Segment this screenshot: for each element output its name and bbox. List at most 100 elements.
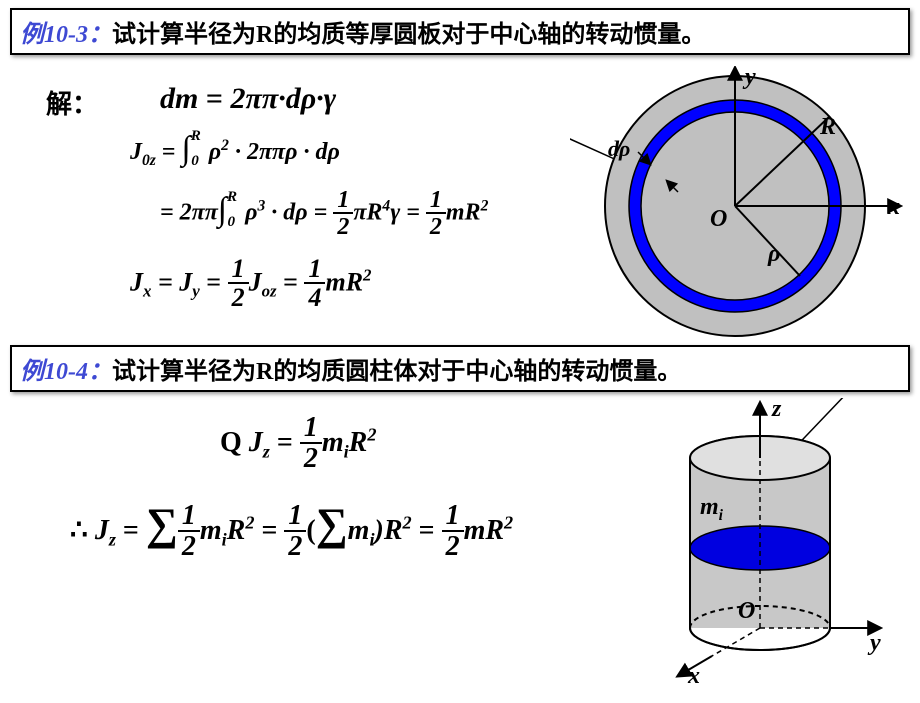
num: 1 [442,502,464,532]
mi-label: mi [700,494,723,525]
num: 1 [284,502,306,532]
int-lo: 0 [191,153,199,170]
eq6-j: J [95,515,109,546]
cylinder-diagram: z y x O mi [630,398,910,698]
eq5-eq: = [270,427,300,458]
frac-half: 12 [284,502,306,563]
int-hi: R [191,128,201,145]
eq3-mR: mR [446,200,481,226]
y-axis-label: y [870,630,881,657]
num: 1 [426,188,446,214]
drho-label: dρ [608,136,630,162]
eq4-sup2: 2 [363,266,371,285]
sum-icon: ∑ [316,499,348,549]
eq5-because: Q [220,427,249,458]
ex-text: 试计算半径为R的均质圆柱体对于中心轴的转动惯量。 [112,359,681,385]
den: 2 [178,532,200,563]
ex-text: 试计算半径为R的均质等厚圆板对于中心轴的转动惯量。 [112,22,705,48]
eq5-R: R [349,427,368,458]
den: 4 [304,284,325,313]
eq4-jx: J [130,267,143,296]
eq3-sup2: 2 [481,198,489,215]
eq4-mR: mR [325,267,363,296]
R-label: R [820,114,836,141]
ex-label: 例10-4： [20,359,112,385]
eq4-eq2: = [200,267,228,296]
eq6-m2: m [348,515,370,546]
eq-q-jz: Q Jz = 12miR2 [220,414,376,475]
den: 2 [426,214,446,240]
x-axis-label: x [888,194,900,221]
frac-half: 12 [178,502,200,563]
eq-dm: dm = 2ππ·dρ·γ [160,82,336,116]
origin-label: O [710,206,727,233]
eq6-sup2b: 2 [403,513,412,533]
eq2-sub: 0z [142,152,156,169]
frac-half: 12 [426,188,446,240]
den: 2 [300,444,322,475]
den: 2 [284,532,306,563]
eq6-subz: z [109,530,116,550]
y-axis-label: y [745,64,756,91]
eq3-piR: πR [353,200,382,226]
num: 1 [333,188,353,214]
int-hi: R [227,189,237,206]
frac-half: 12 [228,256,249,313]
example-10-4-header: 例10-4：试计算半径为R的均质圆柱体对于中心轴的转动惯量。 [10,345,910,392]
eq5-m: m [322,427,344,458]
eq6-sup2c: 2 [504,513,513,533]
eq-therefore-jz: ∴ Jz = ∑12miR2 = 12(∑mi)R2 = 12mR2 [70,498,513,563]
eq-jx-jy: Jx = Jy = 12Joz = 14mR2 [130,256,372,313]
eq6-mR: mR [464,515,504,546]
frac-half: 12 [300,414,322,475]
frac-half: 12 [442,502,464,563]
eq-dm-eq: = [198,82,230,115]
mi-sub: i [719,507,723,524]
eq6-therefore: ∴ [70,515,88,546]
eq5-sup2: 2 [367,424,376,444]
eq6-eq1: = [116,515,146,546]
eq-dm-lhs: dm [160,82,198,115]
rho-label: ρ [768,241,780,268]
den: 2 [442,532,464,563]
eq4-suboz: oz [262,281,277,300]
eq6-m: m [200,515,222,546]
example-10-3-header: 例10-3：试计算半径为R的均质等厚圆板对于中心轴的转动惯量。 [10,8,910,55]
eq3-rest: · dρ = [265,200,333,226]
eq6-R: R [227,515,246,546]
eq3-rho: ρ [239,200,257,226]
frac-quarter: 14 [304,256,325,313]
int-lo: 0 [228,214,236,231]
num: 1 [178,502,200,532]
eq5-subz: z [263,441,270,461]
eq-j0z-result: = 2ππ∫0R ρ3 · dρ = 12πR4γ = 12mR2 [160,188,488,240]
den: 2 [228,284,249,313]
frac-half: 12 [333,188,353,240]
eq2-rho: ρ [203,139,221,165]
disk-svg [570,66,910,346]
ex-label: 例10-3： [20,22,112,48]
x-axis-label: x [688,663,700,690]
eq2-rest: · 2ππρ · dρ [229,139,340,165]
eq4-eq3: = [277,267,305,296]
eq2-j: J [130,139,142,165]
cylinder-svg [630,398,910,698]
eq6-rp: )R [375,515,403,546]
sum-icon: ∑ [146,499,178,549]
eq6-eq3: = [412,515,442,546]
mi-m: m [700,494,719,520]
eq-dm-rhs: 2ππ·dρ·γ [230,82,336,115]
eq4-joz: J [249,267,262,296]
eq2-eq: = [156,139,182,165]
disk-diagram: x y O R ρ dρ [570,66,910,346]
eq4-eq1: = J [151,267,192,296]
z-axis-label: z [772,396,781,423]
den: 2 [333,214,353,240]
eq3-gamma: γ = [390,200,426,226]
num: 1 [304,256,325,284]
eq-j0z-integral: J0z = ∫0R ρ2 · 2ππρ · dρ [130,130,340,170]
num: 1 [300,414,322,444]
eq4-suby: y [192,281,200,300]
eq3-p1: = 2ππ [160,200,218,226]
eq5-j: J [249,427,263,458]
